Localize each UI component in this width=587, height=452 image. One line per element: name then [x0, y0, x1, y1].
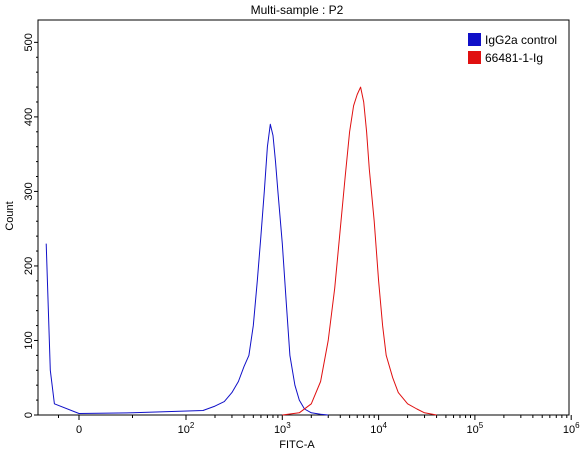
legend-swatch	[468, 51, 481, 64]
x-tick-label: 103	[274, 421, 291, 436]
chart-title: Multi-sample : P2	[251, 3, 344, 17]
series-line-1	[45, 123, 329, 416]
y-tick-label: 300	[23, 182, 35, 200]
x-axis: 0 102 103 104 105 106	[58, 415, 580, 436]
x-tick-label: 106	[563, 421, 580, 436]
x-tick-label: 0	[76, 424, 82, 436]
x-axis-title: FITC-A	[279, 439, 315, 451]
y-tick-label: 0	[23, 412, 35, 418]
x-tick-label: 104	[370, 421, 387, 436]
plot-frame	[37, 19, 570, 416]
x-tick-label: 105	[467, 421, 484, 436]
y-tick-label: 100	[23, 331, 35, 349]
y-tick-label: 500	[23, 33, 35, 51]
y-axis-title: Count	[4, 201, 16, 230]
legend-swatch	[468, 33, 481, 46]
series-layer	[45, 86, 437, 416]
legend-label: 66481-1-Ig	[485, 51, 543, 65]
y-tick-label: 400	[23, 108, 35, 126]
legend: IgG2a control 66481-1-Ig	[468, 33, 557, 65]
legend-label: IgG2a control	[485, 33, 557, 47]
series-line-2	[282, 86, 437, 416]
x-tick-label: 102	[178, 421, 195, 436]
y-axis: 0 100 200 300 400 500	[23, 33, 38, 418]
y-tick-label: 200	[23, 257, 35, 275]
